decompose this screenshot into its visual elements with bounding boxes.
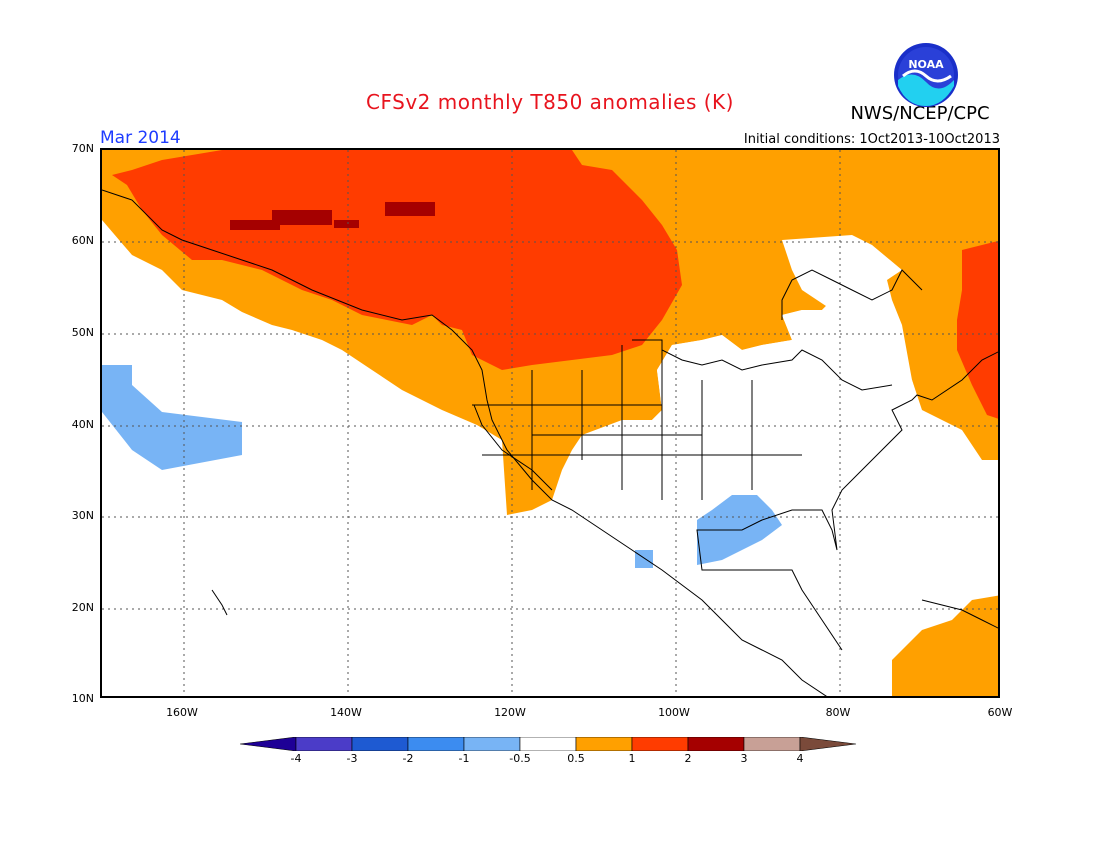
lon-label-140w: 140W (330, 706, 362, 719)
alaska-canada-warm-region (112, 150, 682, 370)
lat-label-20n: 20N (71, 601, 94, 614)
lat-label-10n: 10N (71, 692, 94, 705)
warm-anomaly-1-2-layer (112, 150, 998, 419)
lat-label-30n: 30N (71, 509, 94, 522)
colorbar-swatch-5 (519, 736, 577, 752)
colorbar-swatch-6 (575, 736, 633, 752)
colorbar-svg (239, 736, 857, 752)
colorbar-tick-label: 4 (796, 752, 804, 765)
initial-conditions: Initial conditions: 1Oct2013-10Oct2013 (743, 132, 1000, 147)
tropical-atlantic-warm-region (892, 595, 998, 696)
eastern-us-neutral-region (557, 290, 932, 696)
colorbar-legend (239, 736, 862, 755)
colorbar-tick-label: -3 (346, 752, 358, 765)
anomaly-map (102, 150, 998, 696)
lon-label-60w: 60W (987, 706, 1013, 719)
lon-label-160w: 160W (166, 706, 198, 719)
agency-label: NWS/NCEP/CPC (850, 103, 990, 124)
warm-anomaly-2-3-layer (230, 202, 435, 230)
lat-label-50n: 50N (71, 326, 94, 339)
colorbar-tick-label: 2 (684, 752, 692, 765)
lat-label-70n: 70N (71, 142, 94, 155)
graticule (102, 150, 998, 696)
lat-label-40n: 40N (71, 418, 94, 431)
colorbar-swatch-below-min (239, 736, 297, 752)
forecast-period: Mar 2014 (100, 128, 181, 148)
colorbar-tick-label: 0.5 (567, 752, 585, 765)
colorbar-swatch-7 (631, 736, 689, 752)
lon-label-120w: 120W (494, 706, 526, 719)
lon-label-80w: 80W (825, 706, 851, 719)
noaa-logo: NOAA (893, 42, 959, 108)
colorbar-tick-label: 3 (740, 752, 748, 765)
yukon-dark-patch (385, 202, 435, 216)
colorbar-swatch-1 (295, 736, 353, 752)
colorbar-swatch-2 (351, 736, 409, 752)
map-title: CFSv2 monthly T850 anomalies (K) (366, 90, 734, 114)
lon-label-100w: 100W (658, 706, 690, 719)
mexico-cool-patch (635, 550, 653, 568)
colorbar-tick-label: -4 (290, 752, 302, 765)
colorbar-swatch-3 (407, 736, 465, 752)
alaska-dark-patch-1 (230, 220, 280, 230)
colorbar-tick-label: -0.5 (509, 752, 531, 765)
neutral-layer (557, 235, 932, 696)
north-pacific-cool-region (102, 365, 242, 470)
colorbar-tick-label: -2 (402, 752, 414, 765)
alaska-dark-patch-3 (334, 220, 359, 228)
svg-text:NOAA: NOAA (908, 58, 944, 71)
colorbar-swatch-9 (743, 736, 801, 752)
alaska-dark-patch-2 (272, 210, 332, 225)
hudson-bay-neutral-region (782, 235, 887, 320)
colorbar-swatch-above-max (799, 736, 857, 752)
map-panel (100, 148, 1000, 698)
colorbar-tick-label: -1 (458, 752, 470, 765)
coastlines (102, 189, 998, 696)
labrador-warm-region (957, 241, 998, 419)
colorbar-swatch-4 (463, 736, 521, 752)
colorbar-swatch-8 (687, 736, 745, 752)
lat-label-60n: 60N (71, 234, 94, 247)
colorbar-tick-label: 1 (628, 752, 636, 765)
